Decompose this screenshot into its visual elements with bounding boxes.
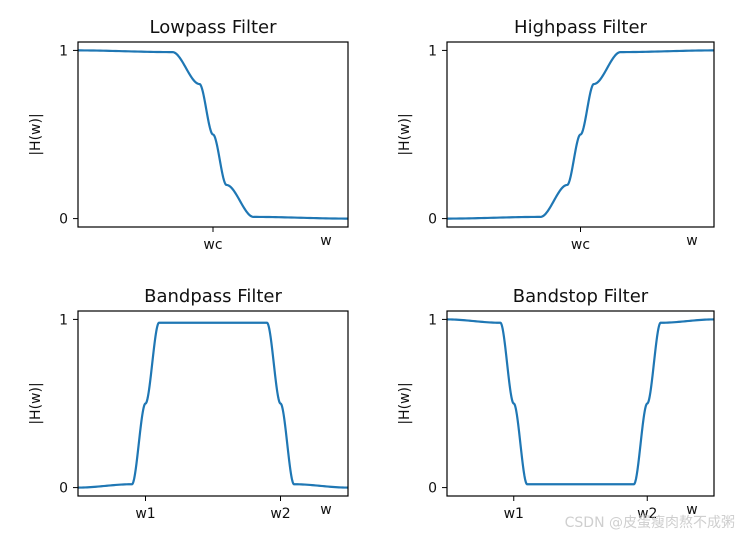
chart-panel-2: Highpass Filter 0 1 wc w |H(w)| [397, 17, 715, 253]
x-tick-label: w2 [270, 506, 290, 522]
x-tick-label: w2 [637, 506, 657, 522]
axes-frame [77, 310, 349, 497]
x-tick-label: wc [571, 237, 590, 253]
chart-panel-3: Bandpass Filter 0 1 w1 w2 w |H(w)| [28, 286, 349, 522]
series-line [446, 318, 715, 486]
y-tick-label: 0 [59, 212, 68, 228]
chart-title: Bandstop Filter [513, 286, 649, 307]
y-axis-label: |H(w)| [397, 382, 413, 424]
y-axis-label: |H(w)| [397, 113, 413, 155]
chart-panel-4: Bandstop Filter 0 1 w1 w2 w |H(w)| [397, 286, 715, 522]
x-tick-label: wc [203, 237, 222, 253]
y-tick-label: 1 [59, 43, 68, 59]
y-axis-label: |H(w)| [28, 382, 44, 424]
y-tick-label: 1 [59, 312, 68, 328]
chart-panel-1: Lowpass Filter 0 1 wc w |H(w)| [28, 17, 349, 253]
chart-title: Highpass Filter [514, 17, 647, 38]
x-axis-label: w [686, 502, 697, 518]
x-tick-label: w1 [135, 506, 155, 522]
chart-title: Bandpass Filter [144, 286, 282, 307]
chart-title: Lowpass Filter [150, 17, 278, 38]
y-tick-label: 0 [428, 481, 437, 497]
x-axis-label: w [320, 233, 331, 249]
y-tick-label: 1 [428, 43, 437, 59]
x-axis-label: w [320, 502, 331, 518]
axes-frame [446, 310, 715, 497]
y-tick-label: 1 [428, 312, 437, 328]
series-line [77, 321, 349, 489]
x-axis-label: w [686, 233, 697, 249]
watermark: CSDN @皮蛋瘦肉熬不成粥 [564, 515, 735, 531]
y-tick-label: 0 [428, 212, 437, 228]
series-line [447, 49, 714, 220]
series-line [78, 49, 348, 220]
x-tick-label: w1 [504, 506, 524, 522]
y-axis-label: |H(w)| [28, 113, 44, 155]
y-tick-label: 0 [59, 481, 68, 497]
